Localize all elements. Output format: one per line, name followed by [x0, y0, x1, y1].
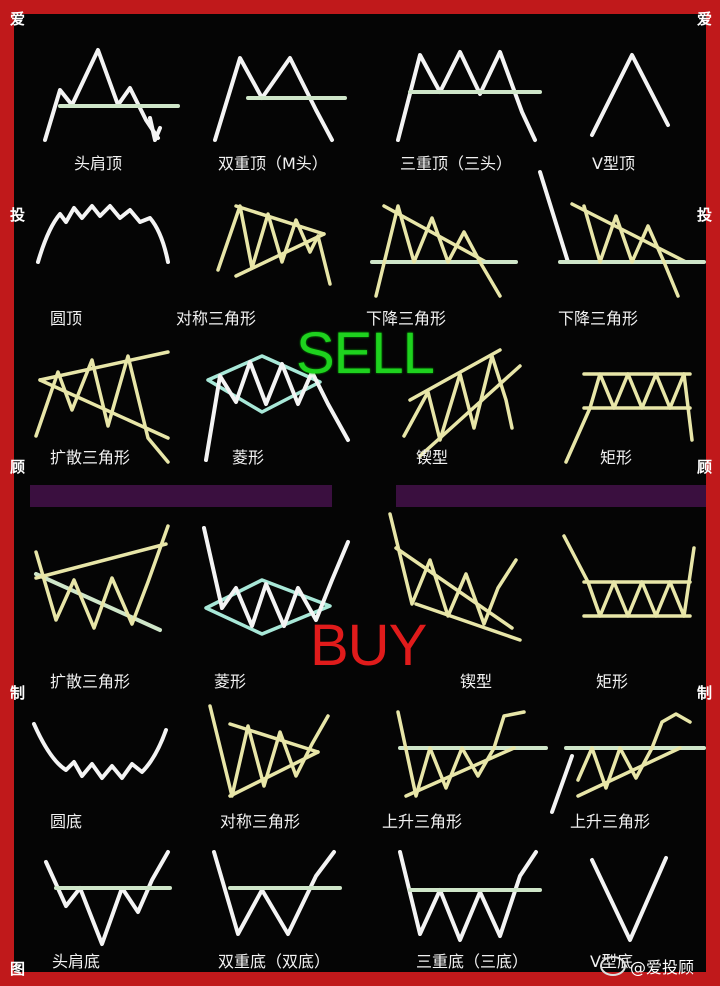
label-ascending-triangle-2: 上升三角形 — [570, 812, 651, 831]
wedge-buy-shape — [388, 512, 522, 642]
side-char-left-5: 图 — [10, 960, 26, 978]
label-double-bottom: 双重底（双底） — [218, 952, 331, 971]
label-broadening-triangle-sell: 扩散三角形 — [50, 448, 131, 467]
rounded-top-shape — [36, 204, 170, 264]
label-descending-triangle-2: 下降三角形 — [558, 309, 639, 328]
label-symmetric-triangle-top: 对称三角形 — [176, 309, 257, 328]
side-char-left-4: 制 — [10, 684, 26, 702]
label-diamond-buy: 菱形 — [214, 672, 247, 691]
side-char-right-1: 爱 — [697, 10, 713, 28]
v-top-shape — [590, 53, 670, 137]
descending-triangle-1-shape — [370, 204, 518, 298]
label-wedge-sell: 锲型 — [416, 448, 449, 467]
side-char-left-2: 投 — [10, 206, 26, 224]
label-wedge-buy: 锲型 — [460, 672, 493, 691]
side-char-left-1: 爱 — [10, 10, 26, 28]
label-head-shoulders-top: 头肩顶 — [74, 154, 123, 173]
triple-top-shape — [396, 50, 542, 142]
watermark: @爱投顾 — [600, 954, 694, 978]
v-bottom-shape — [590, 856, 668, 942]
label-rectangle-sell: 矩形 — [600, 448, 633, 467]
diamond-sell-shape — [204, 354, 350, 462]
weibo-logo-icon — [600, 956, 626, 976]
label-triple-top: 三重顶（三头） — [400, 154, 513, 173]
label-symmetric-triangle-bottom: 对称三角形 — [220, 812, 301, 831]
triple-bottom-shape — [398, 850, 542, 942]
label-rounded-bottom: 圆底 — [50, 812, 83, 831]
label-double-top: 双重顶（M头） — [218, 154, 328, 173]
watermark-text: @爱投顾 — [630, 958, 695, 977]
buy-label: BUY — [310, 613, 427, 678]
label-descending-triangle-1: 下降三角形 — [366, 309, 447, 328]
rounded-bottom-shape — [32, 722, 168, 780]
rectangle-sell-shape — [564, 372, 694, 464]
side-char-right-3: 顾 — [697, 458, 713, 476]
label-rectangle-buy: 矩形 — [596, 672, 629, 691]
head-shoulders-top-shape — [43, 48, 180, 142]
broadening-triangle-buy-shape — [34, 524, 170, 632]
side-char-right-2: 投 — [697, 206, 713, 224]
label-ascending-triangle-1: 上升三角形 — [382, 812, 463, 831]
double-bottom-shape — [212, 850, 342, 936]
side-char-left-3: 顾 — [10, 458, 26, 476]
divider-gap — [332, 485, 396, 507]
double-top-shape — [213, 56, 347, 142]
label-rounded-top: 圆顶 — [50, 309, 83, 328]
side-char-right-4: 制 — [697, 684, 713, 702]
broadening-triangle-sell-shape — [34, 350, 170, 464]
wedge-sell-shape — [402, 348, 522, 458]
symmetric-triangle-top-shape — [216, 204, 332, 286]
descending-triangle-2-shape — [538, 170, 706, 298]
label-v-top: V型顶 — [592, 154, 635, 173]
sell-label: SELL — [296, 321, 435, 386]
label-broadening-triangle-buy: 扩散三角形 — [50, 672, 131, 691]
rectangle-buy-shape — [562, 534, 696, 618]
ascending-triangle-1-shape — [396, 710, 548, 798]
symmetric-triangle-bottom-shape — [208, 704, 330, 798]
label-head-shoulders-bottom: 头肩底 — [52, 952, 101, 971]
diamond-buy-shape — [202, 526, 350, 636]
head-shoulders-bottom-shape — [44, 850, 172, 946]
ascending-triangle-2-shape — [550, 712, 706, 814]
label-triple-bottom: 三重底（三底） — [416, 952, 529, 971]
label-diamond-sell: 菱形 — [232, 448, 265, 467]
